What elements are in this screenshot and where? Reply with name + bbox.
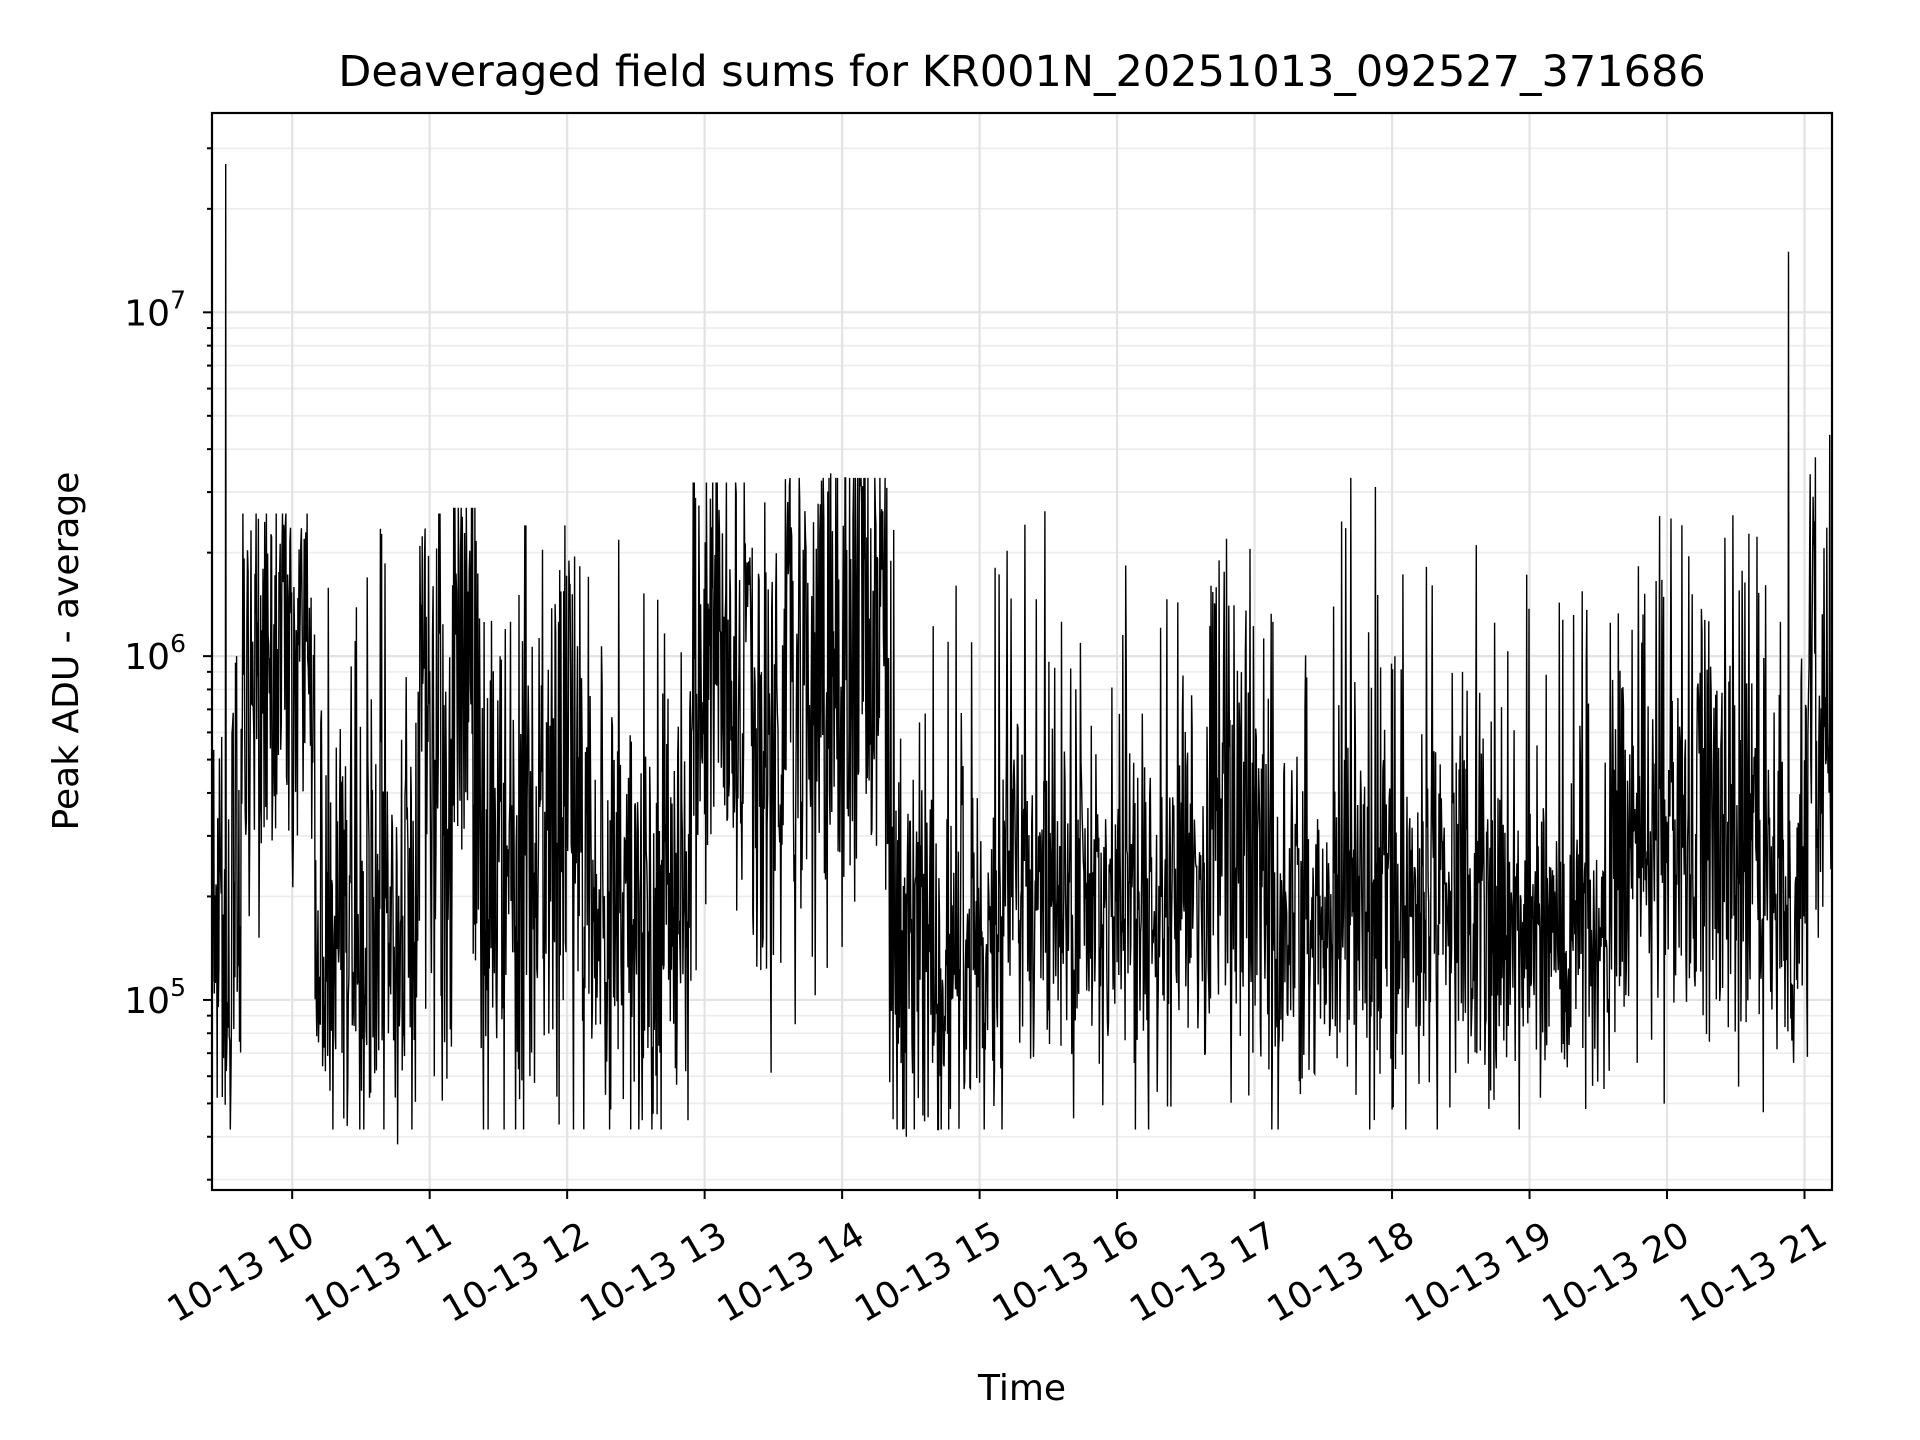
y-tick-label: 105	[124, 973, 186, 1022]
plot-frame	[210, 111, 1834, 1192]
series-line	[212, 163, 1832, 1145]
chart-title: Deaveraged field sums for KR001N_2025101…	[338, 47, 1705, 97]
x-axis-label: Time	[977, 1368, 1066, 1409]
y-tick-label: 107	[124, 285, 186, 334]
y-tick-label: 106	[124, 629, 186, 678]
y-axis: 105 106 107	[124, 147, 212, 1181]
y-axis-label: Peak ADU - average	[46, 472, 87, 831]
